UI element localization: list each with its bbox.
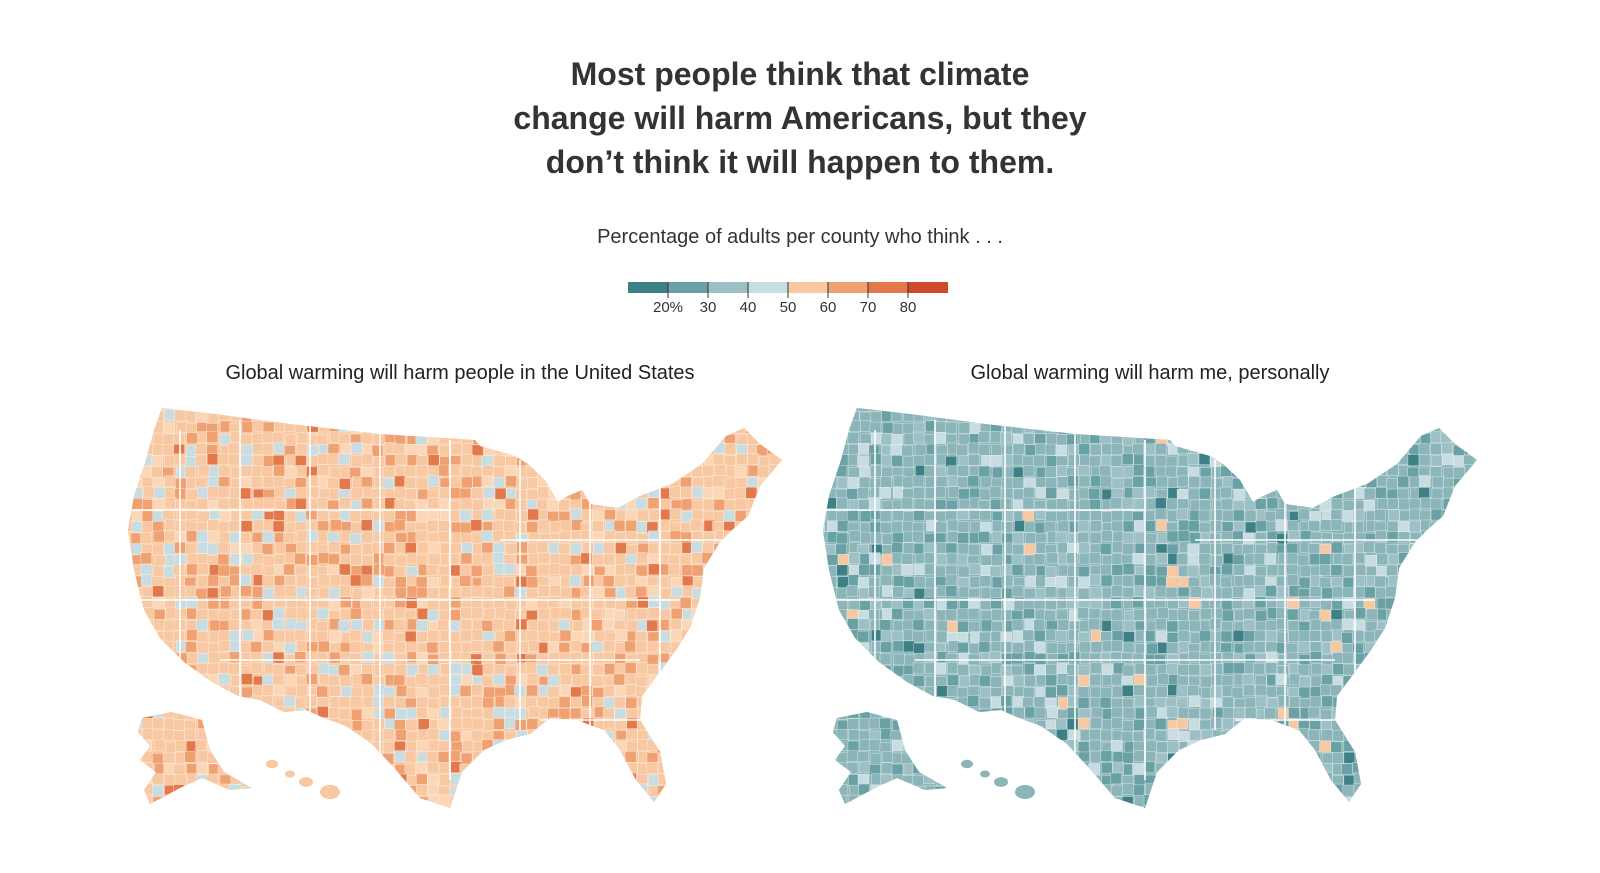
legend-swatch	[788, 282, 828, 293]
county-grid	[823, 408, 1477, 808]
headline-line-3: don’t think it will happen to them.	[545, 144, 1055, 180]
legend-tick-label: 40	[740, 299, 757, 316]
state-borders	[823, 420, 1435, 780]
color-legend: 20% 30 40 50 60 70 80	[628, 282, 968, 322]
legend-tick-label: 80	[900, 299, 917, 316]
map-title-national: Global warming will harm people in the U…	[225, 362, 695, 384]
hawaii	[266, 759, 340, 799]
map-personal	[815, 400, 1505, 830]
legend-tick-label: 70	[860, 299, 877, 316]
state-borders	[128, 420, 740, 780]
legend-swatch	[908, 282, 948, 293]
hawaii	[961, 759, 1035, 799]
headline-line-1: Most people think that climate	[570, 56, 1030, 92]
legend-tick-label: 60	[820, 299, 837, 316]
legend-swatch	[668, 282, 708, 293]
legend-swatch	[828, 282, 868, 293]
legend-tick-label: 30	[700, 299, 717, 316]
legend-scale: 20% 30 40 50 60 70 80	[628, 282, 948, 316]
legend-swatch	[868, 282, 908, 293]
headline-line-2: change will harm Americans, but they	[513, 100, 1087, 136]
headline: Most people think that climate change wi…	[0, 52, 1600, 184]
legend-swatch	[628, 282, 668, 293]
us-map-personal	[823, 408, 1477, 808]
legend-tick-label: 20%	[653, 299, 683, 316]
legend-swatch	[748, 282, 788, 293]
map-national	[120, 400, 810, 830]
legend-tick-label: 50	[780, 299, 797, 316]
subhead: Percentage of adults per county who thin…	[597, 226, 1003, 248]
us-map-national	[128, 408, 782, 808]
map-title-personal: Global warming will harm me, personally	[970, 362, 1330, 384]
legend-swatch	[708, 282, 748, 293]
